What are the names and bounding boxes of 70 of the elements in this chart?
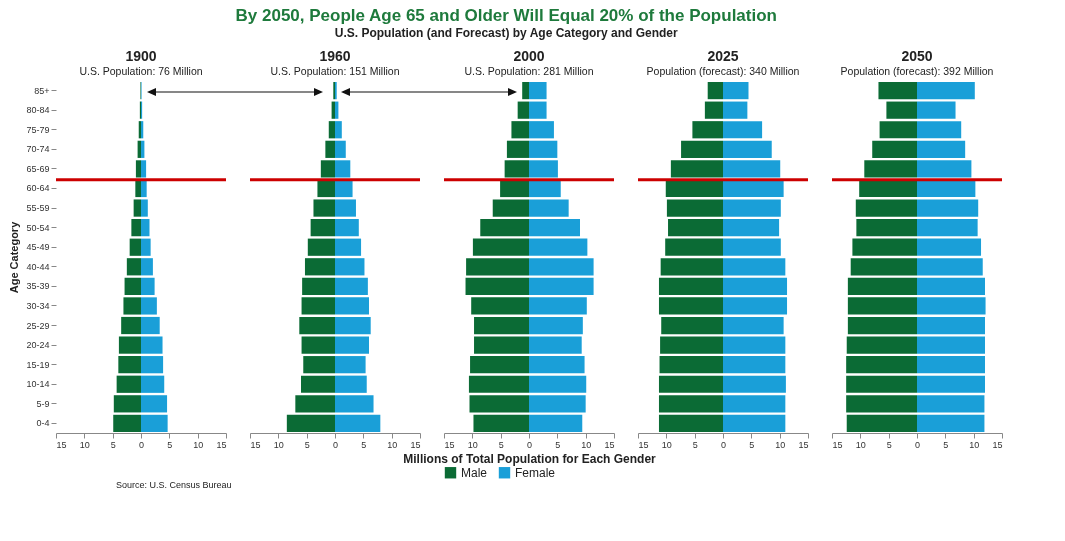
- chart-title: 1900: [125, 47, 157, 64]
- y-tick-label: 70-74: [26, 144, 50, 155]
- y-tick-label: 75-79: [26, 124, 50, 135]
- chart-title: 2000: [513, 47, 545, 64]
- y-tick-label: 5-9: [36, 398, 50, 409]
- text: U.S. Population (and Forecast) by Age Category and Gender: [334, 25, 679, 40]
- x-tick-label: 10: [193, 439, 204, 450]
- y-tick-label: 10-14: [26, 379, 50, 390]
- x-tick-label: 10: [79, 439, 90, 450]
- y-tick-label: 55-59: [26, 203, 50, 214]
- y-tick-label: 60-64: [26, 183, 50, 194]
- x-tick-label: 15: [216, 439, 227, 450]
- x-tick-label: 5: [304, 439, 310, 450]
- x-tick-label: 0: [720, 439, 727, 450]
- chart-title: 2050: [901, 47, 933, 64]
- chart-subtitle: U.S. Population: 281 Million: [464, 64, 594, 77]
- x-tick-label: 10: [855, 439, 866, 450]
- y-tick-label: 20-24: [26, 340, 50, 351]
- legend-label: Male: [461, 465, 488, 480]
- y-tick-label: 45-49: [26, 242, 50, 253]
- x-tick-label: 15: [410, 439, 421, 450]
- y-tick-label: 35-39: [26, 281, 50, 292]
- x-tick-label: 5: [749, 439, 755, 450]
- x-axis-title: Millions of Total Population for Each Gender: [403, 451, 657, 466]
- y-tick-label: 15-19: [26, 359, 50, 370]
- x-tick-label: 15: [832, 439, 843, 450]
- x-tick-label: 5: [943, 439, 949, 450]
- x-tick-label: 0: [526, 439, 533, 450]
- x-tick-label: 10: [387, 439, 398, 450]
- y-tick-label: 65-69: [26, 163, 50, 174]
- x-tick-label: 15: [604, 439, 615, 450]
- x-tick-label: 5: [110, 439, 116, 450]
- x-tick-label: 0: [138, 439, 145, 450]
- text: By 2050, People Age 65 and Older Will Equal 20% of the Population: [235, 5, 777, 25]
- chart-title: 2025: [707, 47, 739, 64]
- chart-title: 1960: [319, 47, 351, 64]
- y-tick-label: 85+: [34, 85, 50, 96]
- y-tick-label: 30-34: [26, 300, 50, 311]
- x-tick-label: 15: [444, 439, 455, 450]
- x-tick-label: 0: [914, 439, 921, 450]
- x-tick-label: 15: [56, 439, 67, 450]
- x-tick-label: 5: [555, 439, 561, 450]
- y-tick-label: 40-44: [26, 261, 50, 272]
- x-tick-label: 5: [498, 439, 504, 450]
- x-tick-label: 5: [167, 439, 173, 450]
- x-tick-label: 10: [467, 439, 478, 450]
- chart-subtitle: U.S. Population: 151 Million: [270, 64, 400, 77]
- x-tick-label: 15: [798, 439, 809, 450]
- y-tick-label: 0-4: [36, 418, 50, 429]
- y-tick-label: 25-29: [26, 320, 50, 331]
- x-tick-label: 10: [273, 439, 284, 450]
- x-tick-label: 10: [581, 439, 592, 450]
- x-tick-label: 5: [692, 439, 698, 450]
- x-tick-label: 0: [332, 439, 339, 450]
- y-tick-label: 50-54: [26, 222, 50, 233]
- x-tick-label: 15: [992, 439, 1003, 450]
- x-tick-label: 10: [969, 439, 980, 450]
- x-tick-label: 5: [361, 439, 367, 450]
- x-tick-label: 15: [638, 439, 649, 450]
- legend-label: Female: [515, 465, 556, 480]
- y-tick-label: 80-84: [26, 105, 50, 116]
- chart-subtitle: Population (forecast): 340 Million: [646, 64, 800, 77]
- x-tick-label: 5: [886, 439, 892, 450]
- y-axis-title: Age Category: [8, 220, 21, 294]
- chart-subtitle: U.S. Population: 76 Million: [79, 64, 203, 77]
- chart-subtitle: Population (forecast): 392 Million: [840, 64, 994, 77]
- x-tick-label: 10: [661, 439, 672, 450]
- source-note: Source: U.S. Census Bureau: [116, 480, 232, 490]
- x-tick-label: 10: [775, 439, 786, 450]
- x-tick-label: 15: [250, 439, 261, 450]
